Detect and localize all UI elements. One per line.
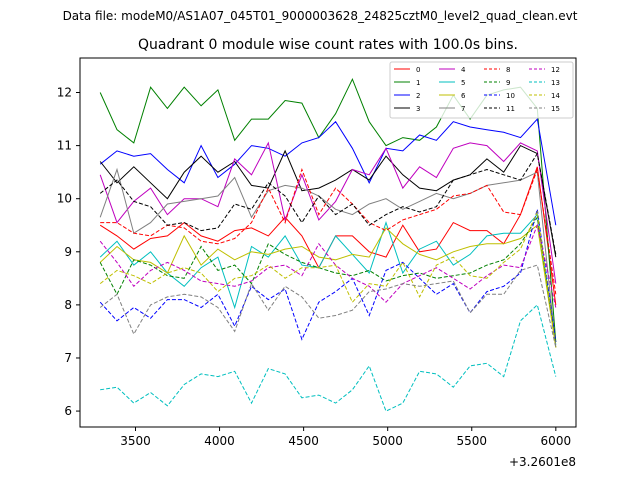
series-line-10	[99, 209, 557, 343]
legend-label-8: 8	[506, 66, 510, 74]
legend-box	[389, 61, 574, 119]
series-line-12	[99, 223, 557, 308]
legend-label-2: 2	[416, 92, 420, 100]
y-tick-label: 12	[57, 86, 72, 100]
legend-label-4: 4	[461, 66, 466, 74]
series-line-8	[100, 167, 557, 295]
y-tick-label: 8	[64, 298, 72, 312]
y-axis: 6 7 8 9 10 11 12	[57, 86, 80, 418]
series-line-7	[99, 167, 557, 348]
y-tick-label: 10	[57, 192, 72, 206]
x-tick-label: 6000	[541, 434, 572, 448]
legend-label-14: 14	[551, 92, 560, 100]
legend-label-11: 11	[506, 105, 515, 113]
series-line-5	[99, 213, 557, 345]
series-line-14	[99, 210, 557, 348]
x-tick-label: 3500	[120, 434, 151, 448]
series-line-3	[99, 144, 557, 258]
legend-label-3: 3	[416, 105, 420, 113]
legend-label-9: 9	[506, 79, 510, 87]
x-tick-label: 4500	[288, 434, 319, 448]
x-axis: 3500 4000 4500 5000 5500 6000	[120, 427, 571, 448]
legend-label-13: 13	[551, 79, 560, 87]
x-offset-label: +3.2601e8	[509, 455, 576, 469]
series-line-11	[99, 152, 557, 255]
suptitle: Data file: modeM0/AS1A07_045T01_90000036…	[63, 9, 578, 23]
x-tick-label: 4000	[204, 434, 235, 448]
series-line-1	[99, 77, 557, 343]
legend-label-5: 5	[461, 79, 465, 87]
x-tick-label: 5000	[372, 434, 403, 448]
series-line-9	[99, 215, 557, 345]
x-tick-label: 5500	[456, 434, 487, 448]
series-line-13	[100, 303, 557, 412]
legend-label-10: 10	[506, 92, 515, 100]
y-tick-label: 6	[64, 404, 72, 418]
legend-label-1: 1	[416, 79, 420, 87]
chart-title: Quadrant 0 module wise count rates with …	[138, 37, 518, 53]
legend-label-12: 12	[551, 66, 560, 74]
y-tick-label: 11	[57, 139, 72, 153]
series-line-4	[99, 141, 557, 284]
series-line-15	[99, 264, 557, 348]
legend-label-6: 6	[461, 92, 466, 100]
legend-label-15: 15	[551, 105, 560, 113]
legend-label-0: 0	[416, 66, 420, 74]
series-line-6	[99, 224, 557, 348]
axes-frame	[79, 57, 577, 428]
series-line-2	[99, 118, 557, 226]
y-tick-label: 7	[64, 351, 72, 365]
y-tick-label: 9	[64, 245, 72, 259]
plot-area	[99, 77, 557, 412]
legend-label-7: 7	[461, 105, 465, 113]
